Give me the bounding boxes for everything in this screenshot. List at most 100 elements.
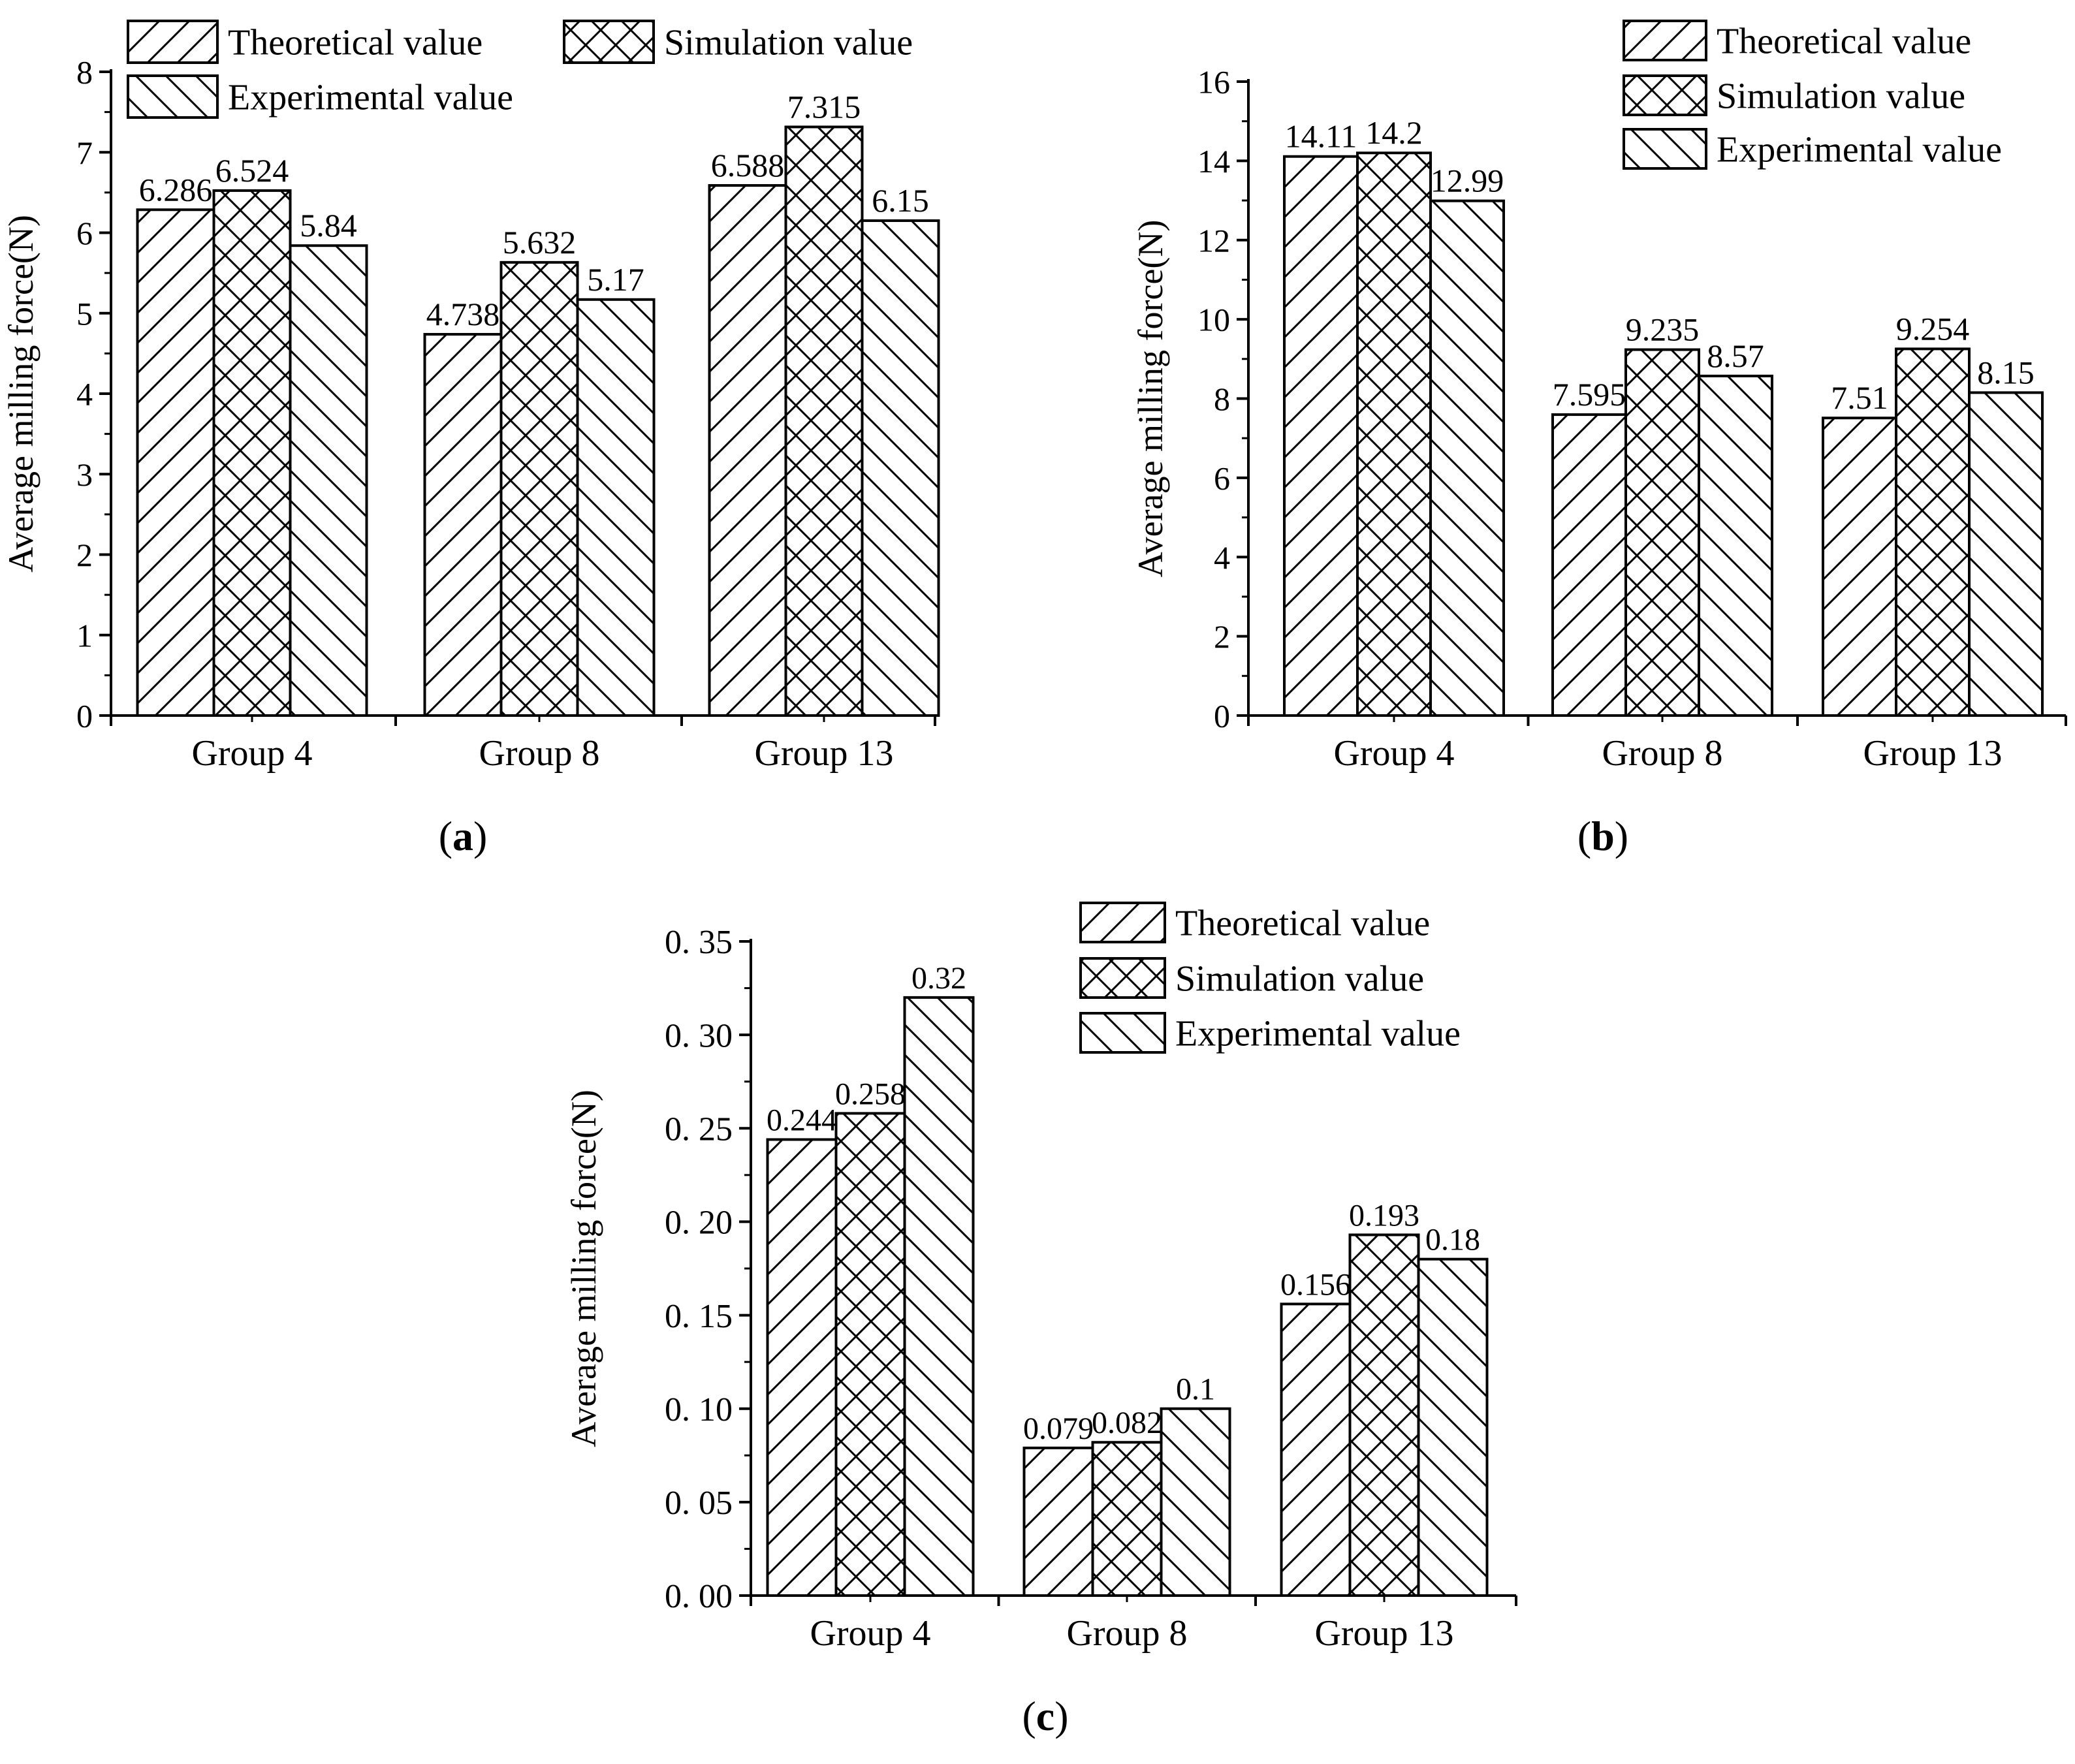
bar-back — [1417, 1257, 1489, 1597]
data-label: 0.244 — [767, 1103, 837, 1137]
legend-swatch-cross — [563, 20, 655, 64]
y-tick-label: 8 — [76, 54, 93, 91]
data-label: 8.15 — [1977, 354, 2035, 390]
category-label: Group 4 — [810, 1613, 930, 1654]
y-tick-label: 0. 00 — [665, 1578, 733, 1615]
charts-root: 6.286 4.738 6.588 6.524 5.632 7.315 5.84 5.17 6.… — [1, 20, 2067, 1739]
category-label: Group 13 — [754, 733, 893, 774]
bar-cross — [1091, 1441, 1163, 1597]
bar-forward — [766, 1138, 838, 1598]
data-label: 6.524 — [215, 152, 289, 189]
bar-back — [1698, 374, 1773, 717]
bar-back — [861, 219, 940, 717]
category-label: Group 8 — [1602, 733, 1722, 774]
y-tick-label: 16 — [1197, 64, 1230, 101]
legend-label: Experimental value — [228, 78, 513, 118]
data-label: 9.254 — [1896, 310, 1970, 347]
bar-cross — [784, 125, 864, 717]
y-tick-label: 0. 35 — [665, 924, 733, 961]
legend-label: Experimental value — [1175, 1014, 1461, 1054]
y-tick-label: 0 — [76, 698, 93, 734]
legend-swatch-forward — [1623, 20, 1707, 61]
legend-label: Theoretical value — [1717, 22, 1971, 62]
legend-label: Experimental value — [1717, 130, 2002, 170]
bar-forward — [708, 184, 787, 717]
panel-label-open: ( — [1022, 1693, 1036, 1739]
data-label: 0.193 — [1349, 1198, 1419, 1233]
bar-back — [289, 244, 368, 717]
y-tick-label: 2 — [1214, 618, 1230, 655]
chart-panel-c: 0.244 0.079 0.156 0.258 0.082 0.193 0.32 0.1 0.1… — [564, 902, 1517, 1739]
y-tick-label: 0. 10 — [665, 1391, 733, 1428]
legend-swatch-cross — [1079, 957, 1166, 999]
data-label: 0.079 — [1023, 1411, 1094, 1446]
y-tick-label: 6 — [76, 215, 93, 251]
data-label: 0.32 — [911, 961, 966, 996]
data-label: 6.588 — [711, 147, 785, 183]
legend-label: Theoretical value — [228, 23, 483, 63]
y-tick-label: 5 — [76, 295, 93, 332]
bar-back — [1968, 391, 2044, 717]
legend-swatch-back — [127, 74, 219, 119]
panel-label-close: ) — [1615, 813, 1628, 859]
panel-label: (a) — [439, 813, 488, 859]
category-label: Group 4 — [191, 733, 312, 774]
y-tick-label: 0. 30 — [665, 1017, 733, 1054]
category-label: Group 13 — [1314, 1613, 1453, 1654]
y-tick-label: 4 — [1214, 539, 1230, 576]
y-tick-label: 0. 05 — [665, 1485, 733, 1522]
bar-cross — [1348, 1233, 1420, 1598]
legend-label: Theoretical value — [1175, 904, 1430, 944]
data-label: 0.1 — [1176, 1372, 1215, 1407]
legend: Theoretical value Simulation value Experim… — [1079, 902, 1461, 1054]
data-label: 7.315 — [787, 88, 861, 125]
panel-label: (c) — [1022, 1693, 1068, 1739]
legend-swatch-forward — [1079, 902, 1166, 943]
bar-forward — [1551, 413, 1627, 717]
category-label: Group 4 — [1333, 733, 1454, 774]
panel-label-close: ) — [473, 813, 487, 859]
data-label: 9.235 — [1626, 311, 1700, 348]
y-tick-label: 14 — [1197, 143, 1230, 180]
data-label: 7.51 — [1831, 379, 1888, 416]
data-label: 5.632 — [503, 224, 577, 260]
y-axis-title: Average milling force(N) — [564, 1090, 603, 1447]
bar-back — [1429, 199, 1505, 717]
legend-label: Simulation value — [1175, 959, 1424, 1000]
bar-forward — [1822, 417, 1897, 717]
legend-swatch-back — [1623, 128, 1707, 170]
bar-back — [576, 298, 656, 717]
y-tick-label: 2 — [76, 537, 93, 573]
data-label: 6.15 — [872, 182, 929, 219]
bar-forward — [136, 208, 215, 717]
bar-forward — [1022, 1446, 1094, 1597]
data-label: 5.84 — [300, 207, 357, 244]
panel-label-letter: c — [1036, 1693, 1054, 1739]
legend-swatch-back — [1079, 1012, 1166, 1054]
bar-cross — [212, 189, 292, 717]
data-label: 0.156 — [1280, 1267, 1351, 1302]
legend: Theoretical value Simulation value Experim… — [127, 20, 913, 119]
y-tick-label: 4 — [76, 376, 93, 413]
y-tick-label: 0. 20 — [665, 1205, 733, 1242]
category-label: Group 13 — [1863, 733, 2002, 774]
y-axis-title: Average milling force(N) — [1, 215, 40, 573]
bar-back — [903, 996, 975, 1597]
panel-label-letter: a — [452, 813, 473, 859]
legend-label: Simulation value — [1717, 76, 1965, 117]
bar-cross — [499, 260, 579, 717]
data-label: 14.11 — [1285, 118, 1357, 155]
data-label: 0.258 — [835, 1077, 906, 1111]
data-label: 5.17 — [587, 261, 644, 298]
bar-cross — [1895, 347, 1971, 717]
data-label: 0.082 — [1092, 1406, 1162, 1440]
data-label: 12.99 — [1431, 163, 1504, 199]
bar-back — [1160, 1407, 1231, 1598]
data-label: 7.595 — [1553, 376, 1626, 413]
panel-label-open: ( — [1577, 813, 1591, 859]
y-tick-label: 8 — [1214, 381, 1230, 417]
panel-label-letter: b — [1591, 813, 1615, 859]
y-axis-title: Average milling force(N) — [1131, 220, 1170, 578]
panel-label-close: ) — [1054, 1693, 1068, 1739]
